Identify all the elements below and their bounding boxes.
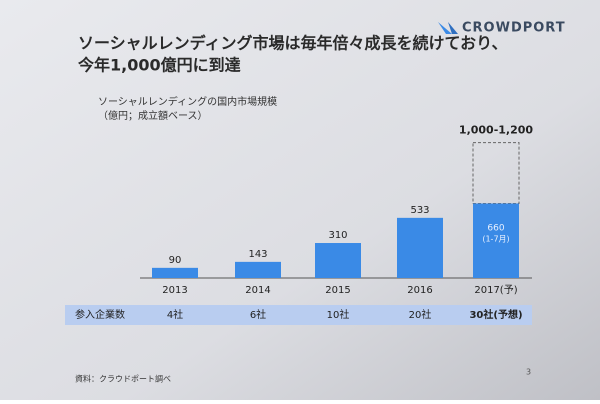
row-label: 参入企業数 [75, 308, 125, 321]
company-count: 30社(予想) [469, 308, 522, 321]
company-count: 20社 [409, 308, 432, 321]
bar [473, 203, 519, 278]
bar [235, 261, 281, 278]
company-row [65, 305, 532, 325]
bar [315, 243, 361, 278]
bar [397, 217, 443, 278]
title: ソーシャルレンディング市場は毎年倍々成長を続けており、 [78, 34, 507, 53]
data-label-part: 660 [487, 223, 504, 233]
page-number: 3 [526, 368, 531, 377]
source: 資料：クラウドポート調べ [75, 374, 171, 384]
brand: CROWDPORT [462, 21, 566, 36]
data-label: 660 (1-7月) [482, 223, 509, 243]
logo-icon [448, 22, 458, 34]
company-count: 6社 [250, 308, 266, 321]
logo-icon [438, 22, 452, 34]
title: 今年1,000億円に到達 [77, 56, 241, 75]
subtitle: （億円；成立額ベース） [98, 109, 208, 122]
bar [152, 267, 198, 278]
x-tick-label: 2015 [325, 285, 350, 296]
data-label-part: (1-7月) [482, 234, 509, 243]
data-label: 533 [410, 205, 429, 216]
company-count: 4社 [167, 308, 183, 321]
x-tick-label: 2016 [407, 285, 432, 296]
forecast-range [472, 142, 520, 205]
data-label: 90 [169, 255, 182, 266]
x-tick-label: 2014 [245, 285, 270, 296]
forecast-label: 1,000-1,200 [459, 124, 533, 137]
data-label: 310 [328, 230, 347, 241]
x-tick-label: 2013 [162, 285, 187, 296]
subtitle: ソーシャルレンディングの国内市場規模 [98, 95, 277, 108]
data-label: 143 [248, 249, 267, 260]
x-tick-label: 2017(予) [474, 284, 517, 296]
company-count: 10社 [327, 308, 350, 321]
